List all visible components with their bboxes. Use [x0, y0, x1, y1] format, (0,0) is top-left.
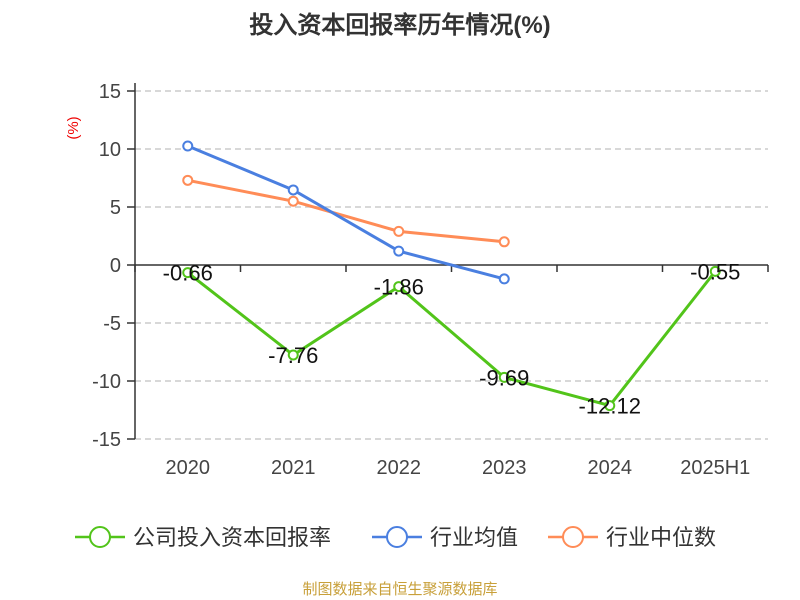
data-point: [393, 245, 405, 257]
x-tick-label: 2024: [588, 457, 633, 479]
data-point: [498, 371, 510, 383]
legend-marker: [386, 526, 408, 548]
y-tick-label: -5: [103, 313, 121, 335]
legend-label: 行业中位数: [606, 525, 716, 550]
series-line: [186, 270, 717, 408]
data-point: [287, 349, 299, 361]
data-label: -7.76: [268, 343, 318, 368]
series-line: [187, 144, 505, 281]
data-point: [182, 140, 194, 152]
data-label: -9.69: [479, 365, 529, 390]
y-tick-label: -15: [92, 429, 121, 451]
y-tick-label: -10: [92, 371, 121, 393]
data-point: [182, 267, 194, 279]
x-tick-label: 2021: [271, 457, 316, 479]
source-note: 制图数据来自恒生聚源数据库: [302, 581, 497, 598]
data-point: [498, 236, 510, 248]
data-label: -1.86: [374, 275, 424, 300]
data-label: -0.66: [163, 261, 213, 286]
data-point: [182, 174, 194, 186]
y-tick-label: 10: [99, 139, 121, 161]
x-tick-label: 2023: [482, 457, 527, 479]
series-line: [187, 178, 505, 244]
data-point: [498, 273, 510, 285]
x-tick-label: 2025H1: [680, 457, 750, 479]
data-point: [393, 225, 405, 237]
x-tick-label: 2020: [166, 457, 211, 479]
y-axis-label: (%): [65, 116, 82, 139]
x-tick-label: 2022: [377, 457, 422, 479]
y-tick-label: 5: [110, 197, 121, 219]
data-point: [287, 184, 299, 196]
legend-marker: [89, 526, 111, 548]
legend-label: 公司投入资本回报率: [133, 525, 331, 550]
legend-label: 行业均值: [430, 525, 518, 550]
legend-marker: [562, 526, 584, 548]
data-label: -12.12: [579, 394, 641, 419]
chart-title: 投入资本回报率历年情况(%): [249, 11, 550, 39]
data-label: -0.55: [690, 259, 740, 284]
data-point: [604, 400, 616, 412]
data-point: [287, 195, 299, 207]
y-tick-label: 0: [110, 255, 121, 277]
data-point: [709, 265, 721, 277]
data-point: [393, 281, 405, 293]
y-tick-label: 15: [99, 81, 121, 103]
